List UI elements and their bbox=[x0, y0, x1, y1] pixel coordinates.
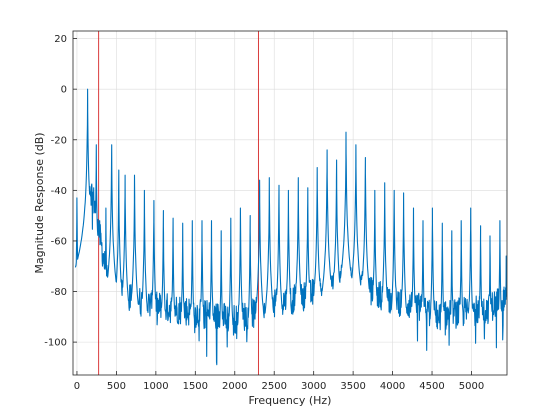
x-axis-label: Frequency (Hz) bbox=[249, 394, 332, 407]
x-axis-ticks: 0 500 1000 1500 2000 2500 3000 3500 4000 4500 5000 bbox=[74, 371, 484, 392]
x-tick-label: 2500 bbox=[261, 381, 286, 392]
x-tick-label: 3500 bbox=[340, 381, 365, 392]
x-tick-label: 1500 bbox=[183, 381, 208, 392]
y-tick-label: -40 bbox=[51, 186, 67, 197]
x-tick-label: 2000 bbox=[222, 381, 247, 392]
y-tick-label: 20 bbox=[54, 34, 67, 45]
grid-lines bbox=[73, 31, 507, 375]
x-tick-label: 0 bbox=[74, 381, 80, 392]
y-tick-label: -100 bbox=[44, 338, 67, 349]
y-tick-label: 0 bbox=[61, 85, 67, 96]
x-tick-label: 1000 bbox=[143, 381, 168, 392]
plot-area bbox=[73, 31, 507, 375]
series-line-magnitude bbox=[74, 88, 507, 366]
x-tick-label: 4000 bbox=[380, 381, 405, 392]
y-tick-label: -80 bbox=[51, 287, 67, 298]
axes-box bbox=[72, 30, 508, 376]
x-tick-label: 4500 bbox=[419, 381, 444, 392]
x-tick-label: 500 bbox=[107, 381, 126, 392]
y-tick-label: -20 bbox=[51, 135, 67, 146]
series-layer bbox=[74, 88, 507, 366]
x-tick-label: 3000 bbox=[301, 381, 326, 392]
y-axis-label: Magnitude Response (dB) bbox=[33, 132, 46, 273]
y-axis-ticks: 20 0 -20 -40 -60 -80 -100 bbox=[44, 34, 77, 349]
y-tick-label: -60 bbox=[51, 236, 67, 247]
x-tick-label: 5000 bbox=[459, 381, 484, 392]
vertical-marker-lines bbox=[98, 31, 259, 375]
